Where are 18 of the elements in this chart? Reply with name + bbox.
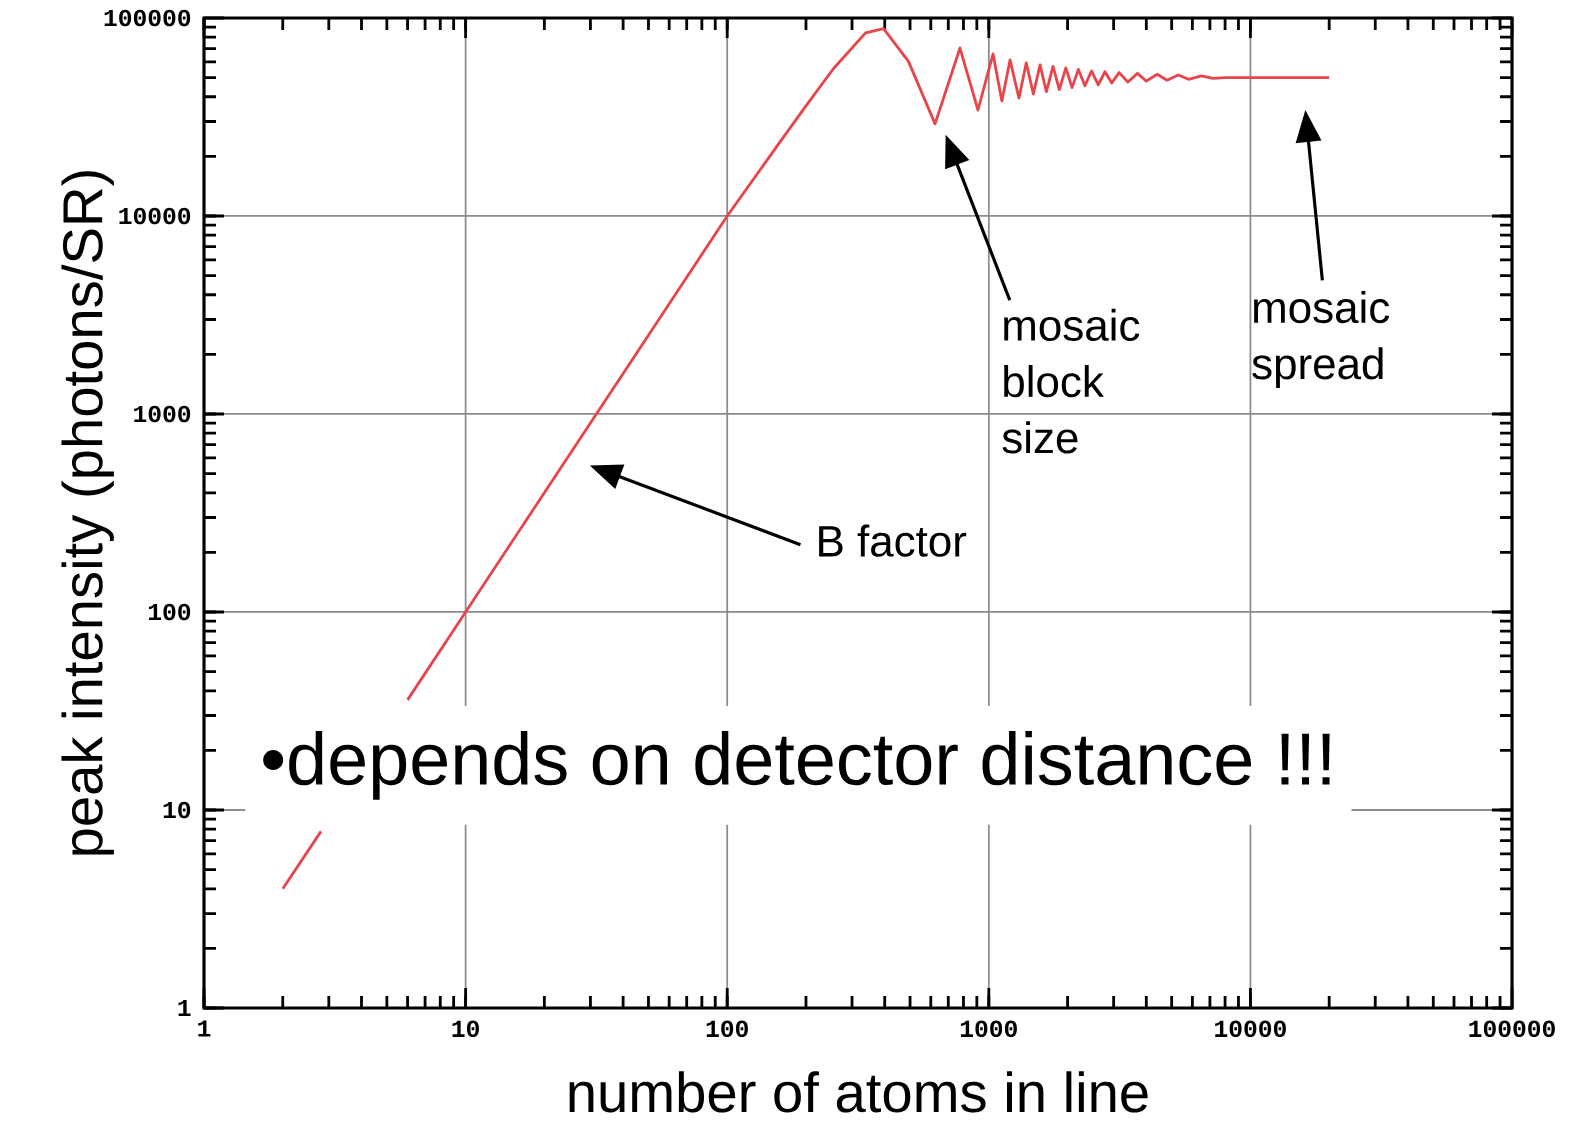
x-tick-label: 100000	[1469, 1020, 1555, 1038]
annotation: mosaic spread	[1252, 290, 1390, 389]
y-tick-label: 100	[148, 603, 191, 621]
annotation: B factor	[819, 524, 967, 557]
y-axis-title: peak intensity (photons/SR)	[61, 171, 114, 855]
y-tick-label: 1	[178, 999, 191, 1017]
x-tick-label: 1	[198, 1020, 211, 1037]
y-tick-label: 10000	[119, 207, 191, 225]
y-tick-label: 100000	[104, 9, 191, 27]
x-tick-label: 10000	[1215, 1020, 1286, 1038]
x-tick-label: 1000	[960, 1020, 1017, 1038]
y-tick-label: 10	[163, 801, 191, 819]
annotation: •depends on detector distance !!!	[263, 731, 1330, 800]
y-tick-label: 1000	[134, 405, 191, 423]
annotation: mosaic block size	[1002, 308, 1140, 454]
x-tick-label: 10	[452, 1020, 479, 1038]
x-tick-label: 100	[706, 1020, 748, 1038]
x-axis-title: number of atoms in line	[569, 1071, 1148, 1113]
